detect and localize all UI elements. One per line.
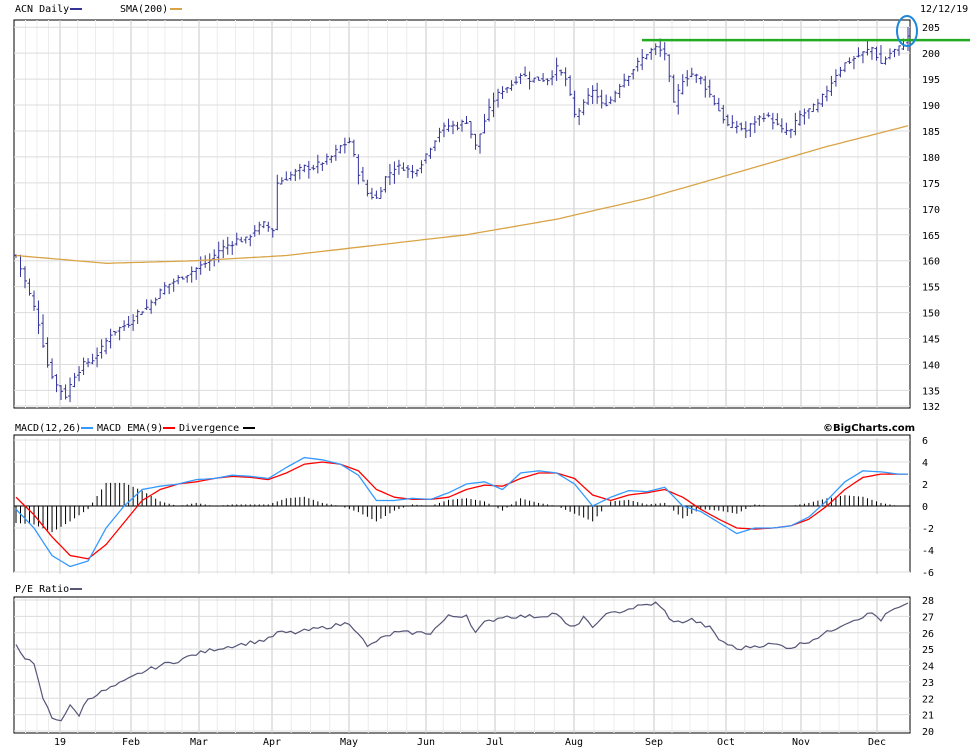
xtick-label-4: May xyxy=(340,737,358,748)
ytick-label-2-0: 20 xyxy=(922,727,934,738)
xtick-label-7: Aug xyxy=(565,737,583,748)
ytick-label-1-3: 0 xyxy=(922,502,928,513)
ytick-label-1-1: -4 xyxy=(922,546,934,557)
price-panel-frame xyxy=(13,19,911,409)
ytick-label-2-8: 28 xyxy=(922,596,934,607)
ytick-label-0-10: 180 xyxy=(922,153,940,164)
date-label: 12/12/19 xyxy=(920,4,968,15)
ytick-label-1-4: 2 xyxy=(922,480,928,491)
xtick-label-1: Feb xyxy=(122,737,140,748)
ytick-label-0-13: 195 xyxy=(922,75,940,86)
macd-ema-line xyxy=(15,461,908,560)
ytick-label-1-5: 4 xyxy=(922,458,928,469)
ytick-label-0-4: 150 xyxy=(922,309,940,320)
ytick-label-2-4: 24 xyxy=(922,662,934,673)
ytick-label-2-7: 27 xyxy=(922,612,934,623)
label-layer: 1321351401451501551601651701751801851901… xyxy=(54,23,940,748)
ytick-label-0-9: 175 xyxy=(922,179,940,190)
xtick-label-0: 19 xyxy=(54,737,66,748)
ytick-label-0-14: 200 xyxy=(922,49,940,60)
xtick-label-6: Jul xyxy=(486,737,504,748)
ytick-label-2-5: 25 xyxy=(922,645,934,656)
macd-line xyxy=(15,456,908,568)
ytick-label-0-2: 140 xyxy=(922,360,940,371)
xtick-label-3: Apr xyxy=(263,737,281,748)
xtick-label-5: Jun xyxy=(417,737,435,748)
ytick-label-0-6: 160 xyxy=(922,257,940,268)
ytick-label-0-5: 155 xyxy=(922,283,940,294)
xtick-label-9: Oct xyxy=(717,737,735,748)
ytick-label-2-6: 26 xyxy=(922,629,934,640)
legend-ema-label: MACD EMA(9) xyxy=(97,423,163,434)
xtick-label-11: Dec xyxy=(868,737,886,748)
legend-pe-label: P/E Ratio xyxy=(15,584,69,595)
ytick-label-0-12: 190 xyxy=(922,101,940,112)
ytick-label-0-11: 185 xyxy=(922,127,940,138)
ytick-label-0-1: 135 xyxy=(922,386,940,397)
legend-div-label: Divergence xyxy=(179,423,239,434)
ytick-label-1-0: -6 xyxy=(922,568,934,579)
legend-macd-label: MACD(12,26) xyxy=(15,423,81,434)
legend-sma-label: SMA(200) xyxy=(120,4,168,15)
series-layer xyxy=(14,15,970,722)
ytick-label-0-15: 205 xyxy=(922,23,940,34)
ytick-label-2-3: 23 xyxy=(922,678,934,689)
xtick-label-10: Nov xyxy=(792,737,810,748)
ytick-label-0-7: 165 xyxy=(922,231,940,242)
ytick-label-1-6: 6 xyxy=(922,436,928,447)
latest-bar-circle xyxy=(896,15,918,47)
ytick-label-2-1: 21 xyxy=(922,711,934,722)
xtick-label-8: Sep xyxy=(645,737,663,748)
ytick-label-0-8: 170 xyxy=(922,205,940,216)
legend-acn-label: ACN Daily xyxy=(15,4,69,15)
pe-ratio-line xyxy=(15,601,909,722)
ytick-label-0-3: 145 xyxy=(922,335,940,346)
grid-layer xyxy=(14,20,910,733)
xtick-label-2: Mar xyxy=(190,737,208,748)
ytick-label-2-2: 22 xyxy=(922,694,934,705)
ytick-label-1-2: -2 xyxy=(922,524,934,535)
sma-200-line xyxy=(15,125,909,264)
brand-label: ©BigCharts.com xyxy=(823,423,915,434)
ytick-label-0-0: 132 xyxy=(922,402,940,413)
